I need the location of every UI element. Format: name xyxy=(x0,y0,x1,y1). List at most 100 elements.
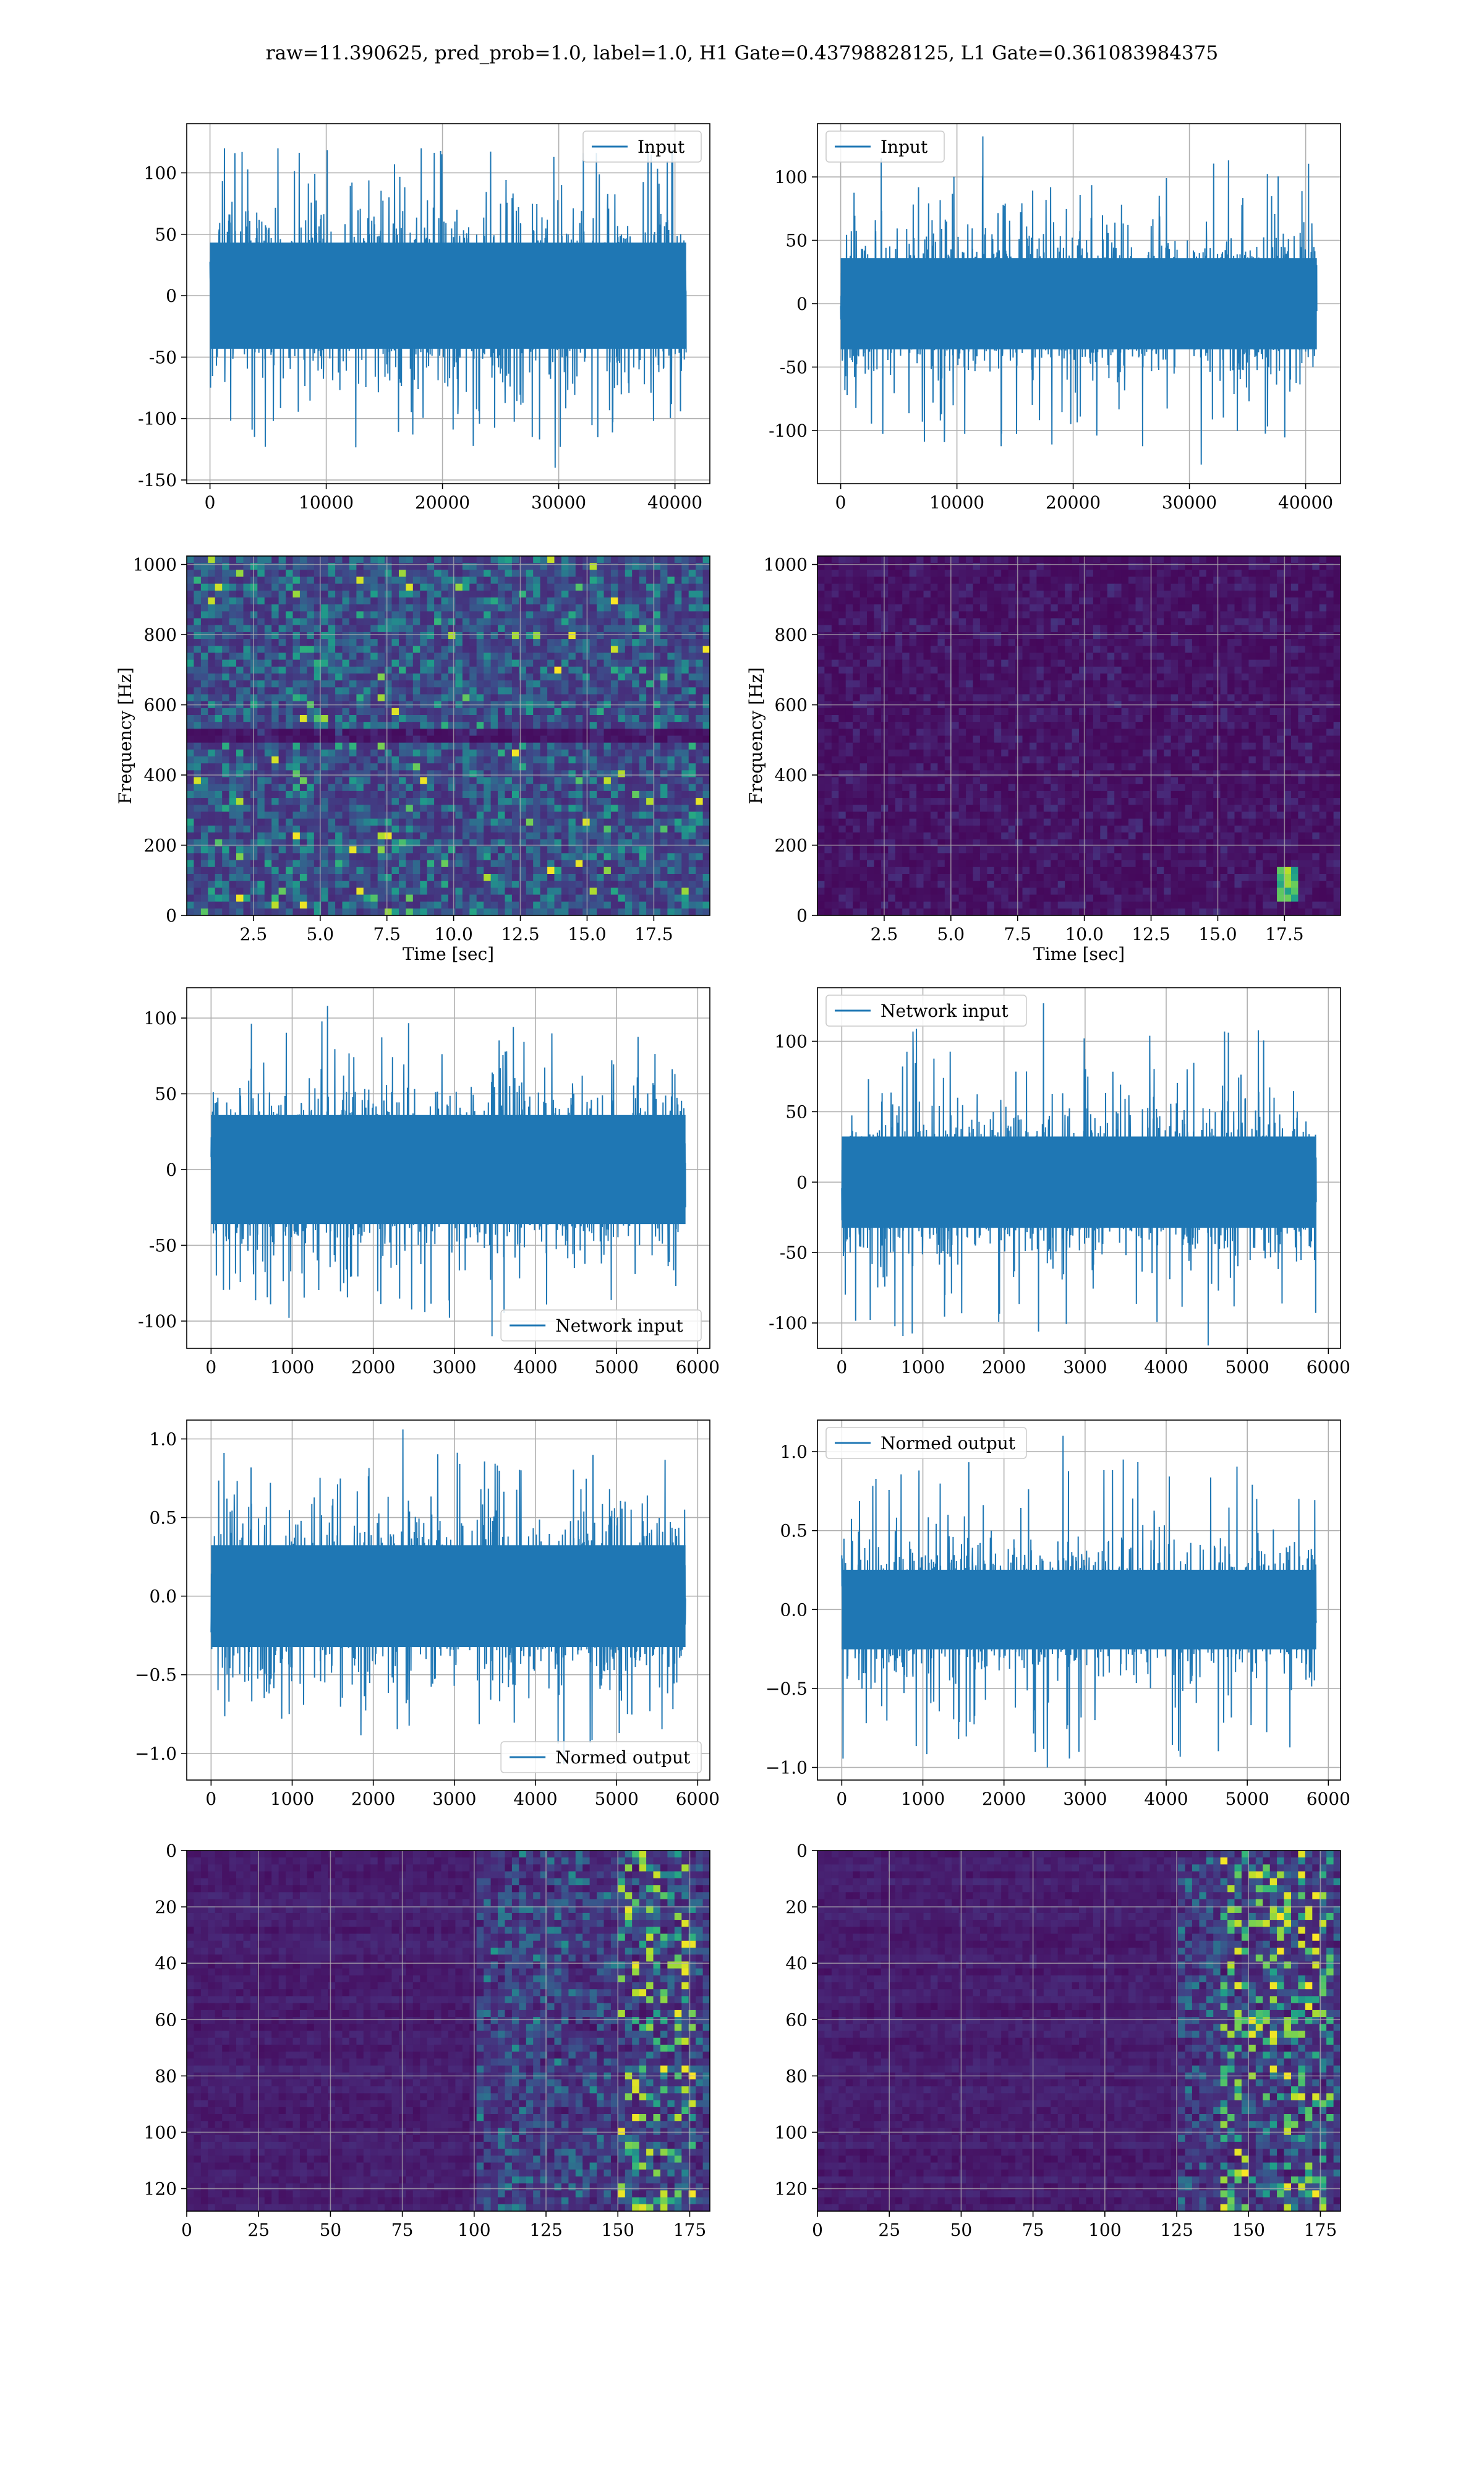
h1-network-input-ytick-label-3: 50 xyxy=(155,1084,177,1104)
h1-spectrogram-panel: 2.5 5.0 7.5 10.0 12.5 15.0 17.5 0 200 400 600 800 10… xyxy=(115,555,710,964)
h1-spectrogram-ytick-label-1: 200 xyxy=(144,836,177,856)
h1-input-ytick-label-3: 0 xyxy=(166,286,177,306)
l1-feature-map-xtick-label-3: 75 xyxy=(1022,2220,1044,2240)
h1-normed-output-ytick-label-1: −0.5 xyxy=(135,1665,177,1685)
h1-network-input-frame xyxy=(186,987,710,1349)
h1-input-ytick-label-0: -150 xyxy=(138,470,177,490)
l1-network-input-xtick-label-3: 3000 xyxy=(1063,1357,1107,1377)
h1-normed-output-ytick-label-2: 0.0 xyxy=(149,1586,177,1607)
l1-network-input-plot-area xyxy=(841,1003,1317,1346)
l1-input-ytick-label-2: 0 xyxy=(796,294,808,314)
h1-input-legend: Input xyxy=(582,131,702,163)
h1-network-input-ytick-label-1: -50 xyxy=(149,1235,177,1256)
l1-feature-map-heatmap-cells xyxy=(817,1851,1341,2211)
h1-normed-output-frame xyxy=(186,1419,710,1781)
h1-spectrogram-xtick-label-3: 10.0 xyxy=(434,924,472,944)
l1-spectrogram-xtick-label-5: 15.0 xyxy=(1198,924,1237,944)
l1-input-legend: Input xyxy=(825,131,945,163)
l1-input-legend-label: Input xyxy=(881,137,928,157)
h1-network-input-panel: 0 1000 2000 3000 4000 5000 6000 -100 -50 0 50 100 Ne… xyxy=(138,987,720,1377)
l1-normed-output-legend-box xyxy=(825,1427,1027,1459)
h1-normed-output-xtick-label-6: 6000 xyxy=(676,1789,720,1809)
h1-input-ytick-label-1: -100 xyxy=(138,409,177,429)
h1-normed-output-legend: Normed output xyxy=(500,1741,702,1773)
l1-normed-output-xtick-label-3: 3000 xyxy=(1063,1789,1107,1809)
l1-spectrogram-xtick-label-3: 10.0 xyxy=(1065,924,1103,944)
l1-feature-map-frame xyxy=(817,1850,1341,2212)
h1-spectrogram-xtick-label-2: 7.5 xyxy=(373,924,401,944)
h1-network-input-xtick-label-4: 4000 xyxy=(513,1357,557,1377)
h1-spectrogram-xtick-label-5: 15.0 xyxy=(568,924,606,944)
h1-network-input-xtick-label-1: 1000 xyxy=(270,1357,314,1377)
h1-spectrogram-ylabel: Frequency [Hz] xyxy=(115,667,135,804)
l1-normed-output-panel: 0 1000 2000 3000 4000 5000 6000 −1.0 −0.5 0.0 0.5 1… xyxy=(765,1419,1350,1809)
h1-network-input-xtick-label-0: 0 xyxy=(205,1357,216,1377)
l1-input-plot-area xyxy=(840,136,1318,465)
l1-input-ytick-label-4: 100 xyxy=(775,167,808,187)
l1-input-ytick-label-3: 50 xyxy=(785,231,808,251)
l1-input-legend-box xyxy=(825,131,945,163)
h1-input-ytick-label-5: 100 xyxy=(144,163,177,183)
h1-feature-map-ytick-label-6: 120 xyxy=(144,2179,177,2199)
l1-network-input-xtick-label-5: 5000 xyxy=(1226,1357,1269,1377)
figure-title: raw=11.390625, pred_prob=1.0, label=1.0,… xyxy=(265,42,1219,64)
h1-input-ytick-label-4: 50 xyxy=(155,225,177,245)
h1-input-legend-box xyxy=(582,131,702,163)
h1-feature-map-xtick-label-2: 50 xyxy=(320,2220,342,2240)
h1-feature-map-ytick-label-5: 100 xyxy=(144,2122,177,2142)
h1-input-xtick-label-4: 40000 xyxy=(647,492,702,513)
h1-input-panel: 0 10000 20000 30000 40000 -150 -100 -50 0 50 100 In… xyxy=(138,123,710,513)
l1-network-input-ytick-label-3: 50 xyxy=(785,1102,808,1122)
h1-spectrogram-grid xyxy=(187,556,710,916)
h1-feature-map-ytick-label-0: 0 xyxy=(166,1841,177,1861)
l1-feature-map-panel: 0 25 50 75 100 125 150 175 0 20 40 60 80 100 120 xyxy=(775,1841,1341,2240)
l1-feature-map-plot-area xyxy=(817,1851,1341,2211)
l1-spectrogram-xtick-label-4: 12.5 xyxy=(1132,924,1170,944)
l1-network-input-legend-label: Network input xyxy=(881,1001,1009,1021)
l1-spectrogram-frame xyxy=(817,555,1341,916)
h1-feature-map-xtick-label-7: 175 xyxy=(673,2220,706,2240)
l1-feature-map-xtick-label-4: 100 xyxy=(1088,2220,1121,2240)
h1-network-input-legend-label: Network input xyxy=(555,1316,683,1336)
l1-normed-output-legend-label: Normed output xyxy=(881,1433,1016,1453)
l1-input-xtick-label-2: 20000 xyxy=(1046,492,1101,513)
h1-feature-map-xtick-label-4: 100 xyxy=(458,2220,490,2240)
h1-input-xtick-label-2: 20000 xyxy=(415,492,470,513)
h1-normed-output-series-core xyxy=(211,1545,686,1647)
l1-input-panel: 0 10000 20000 30000 40000 -100 -50 0 50 100 Input xyxy=(769,123,1341,513)
h1-normed-output-xtick-label-1: 1000 xyxy=(270,1789,314,1809)
h1-normed-output-legend-box xyxy=(500,1741,702,1773)
h1-normed-output-xtick-label-2: 2000 xyxy=(351,1789,395,1809)
h1-normed-output-legend-label: Normed output xyxy=(555,1747,691,1768)
l1-network-input-xtick-label-4: 4000 xyxy=(1144,1357,1188,1377)
l1-input-ytick-label-0: -100 xyxy=(769,421,808,441)
l1-network-input-ytick-label-4: 100 xyxy=(775,1032,808,1052)
h1-network-input-xtick-label-6: 6000 xyxy=(676,1357,720,1377)
l1-normed-output-ytick-label-2: 0.0 xyxy=(780,1599,808,1620)
h1-normed-output-xtick-label-5: 5000 xyxy=(595,1789,639,1809)
l1-feature-map-xtick-label-6: 150 xyxy=(1232,2220,1265,2240)
h1-spectrogram-plot-area xyxy=(187,556,710,915)
l1-spectrogram-xtick-label-6: 17.5 xyxy=(1265,924,1303,944)
l1-input-xtick-label-4: 40000 xyxy=(1278,492,1333,513)
h1-input-frame xyxy=(186,123,710,484)
h1-network-input-legend-box xyxy=(500,1309,702,1342)
l1-input-xtick-label-0: 0 xyxy=(835,492,846,513)
h1-spectrogram-xlabel: Time [sec] xyxy=(403,944,494,964)
h1-network-input-xtick-label-2: 2000 xyxy=(351,1357,395,1377)
l1-feature-map-ytick-label-5: 100 xyxy=(775,2122,808,2142)
l1-spectrogram-ytick-label-3: 600 xyxy=(775,695,808,716)
l1-feature-map-ytick-label-3: 60 xyxy=(785,2010,808,2030)
h1-spectrogram-xtick-label-6: 17.5 xyxy=(634,924,673,944)
l1-feature-map-xtick-label-2: 50 xyxy=(950,2220,973,2240)
h1-network-input-ytick-label-4: 100 xyxy=(144,1008,177,1029)
l1-normed-output-legend: Normed output xyxy=(825,1427,1027,1459)
h1-feature-map-frame xyxy=(186,1850,710,2212)
l1-spectrogram-ytick-label-5: 1000 xyxy=(764,555,808,575)
h1-feature-map-ytick-label-4: 80 xyxy=(155,2066,177,2086)
h1-feature-map-ytick-label-1: 20 xyxy=(155,1897,177,1917)
l1-normed-output-plot-area xyxy=(841,1436,1317,1768)
h1-spectrogram-ytick-label-4: 800 xyxy=(144,625,177,645)
h1-network-input-ytick-label-0: -100 xyxy=(138,1311,177,1332)
l1-normed-output-frame xyxy=(817,1419,1341,1781)
